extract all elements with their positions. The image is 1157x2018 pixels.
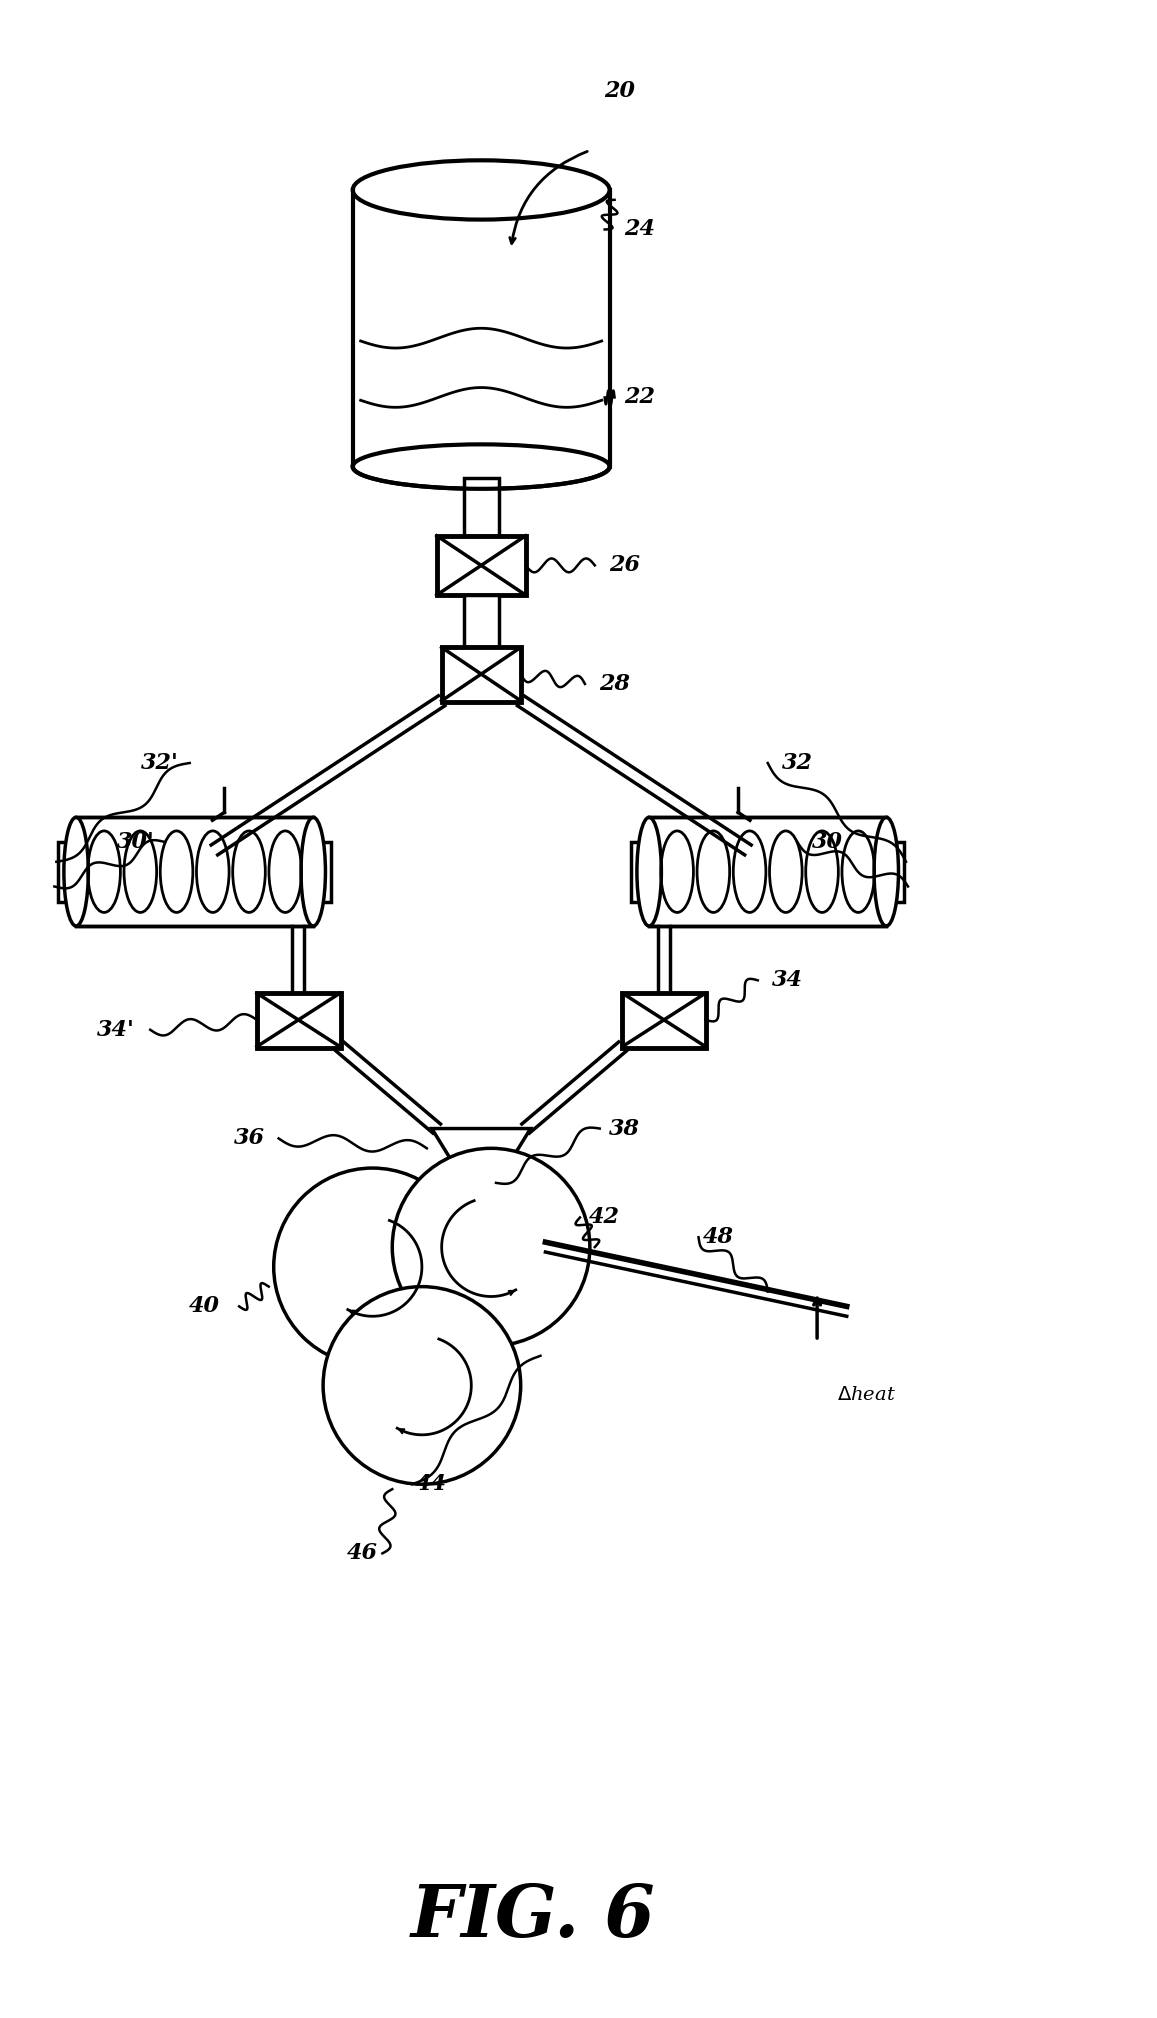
Bar xyxy=(76,817,314,926)
Bar xyxy=(464,595,499,648)
Text: 44: 44 xyxy=(417,1473,448,1495)
Bar xyxy=(314,842,331,902)
Ellipse shape xyxy=(353,159,610,220)
Text: 28: 28 xyxy=(599,672,631,694)
Bar xyxy=(58,842,76,902)
Text: $\Delta$heat: $\Delta$heat xyxy=(837,1386,896,1405)
Bar xyxy=(622,993,707,1047)
Text: FIG. 6: FIG. 6 xyxy=(411,1881,655,1951)
Text: 42: 42 xyxy=(589,1207,620,1229)
Text: 30: 30 xyxy=(811,831,842,854)
Bar xyxy=(464,478,499,535)
Ellipse shape xyxy=(874,817,899,926)
Ellipse shape xyxy=(392,1148,590,1346)
Bar xyxy=(886,842,904,902)
Ellipse shape xyxy=(323,1287,521,1483)
Bar xyxy=(436,535,525,595)
Text: 48: 48 xyxy=(702,1227,734,1249)
Text: 46: 46 xyxy=(347,1542,378,1564)
Text: 20: 20 xyxy=(604,81,635,103)
Bar xyxy=(257,993,341,1047)
Bar xyxy=(632,842,649,902)
Text: 32': 32' xyxy=(141,753,179,775)
Ellipse shape xyxy=(64,817,88,926)
Text: 34': 34' xyxy=(97,1019,134,1041)
Bar xyxy=(442,648,521,702)
Text: 36: 36 xyxy=(234,1128,265,1150)
Bar xyxy=(649,817,886,926)
Text: 40: 40 xyxy=(189,1296,220,1318)
Text: 22: 22 xyxy=(624,385,655,408)
Text: 26: 26 xyxy=(609,555,640,577)
Ellipse shape xyxy=(301,817,325,926)
Polygon shape xyxy=(432,1128,531,1193)
Text: 38: 38 xyxy=(609,1118,640,1140)
Text: 34: 34 xyxy=(772,969,803,991)
Text: 24: 24 xyxy=(624,218,655,240)
Text: 30': 30' xyxy=(117,831,154,854)
Text: 32: 32 xyxy=(782,753,813,775)
Ellipse shape xyxy=(636,817,662,926)
Ellipse shape xyxy=(274,1168,471,1366)
